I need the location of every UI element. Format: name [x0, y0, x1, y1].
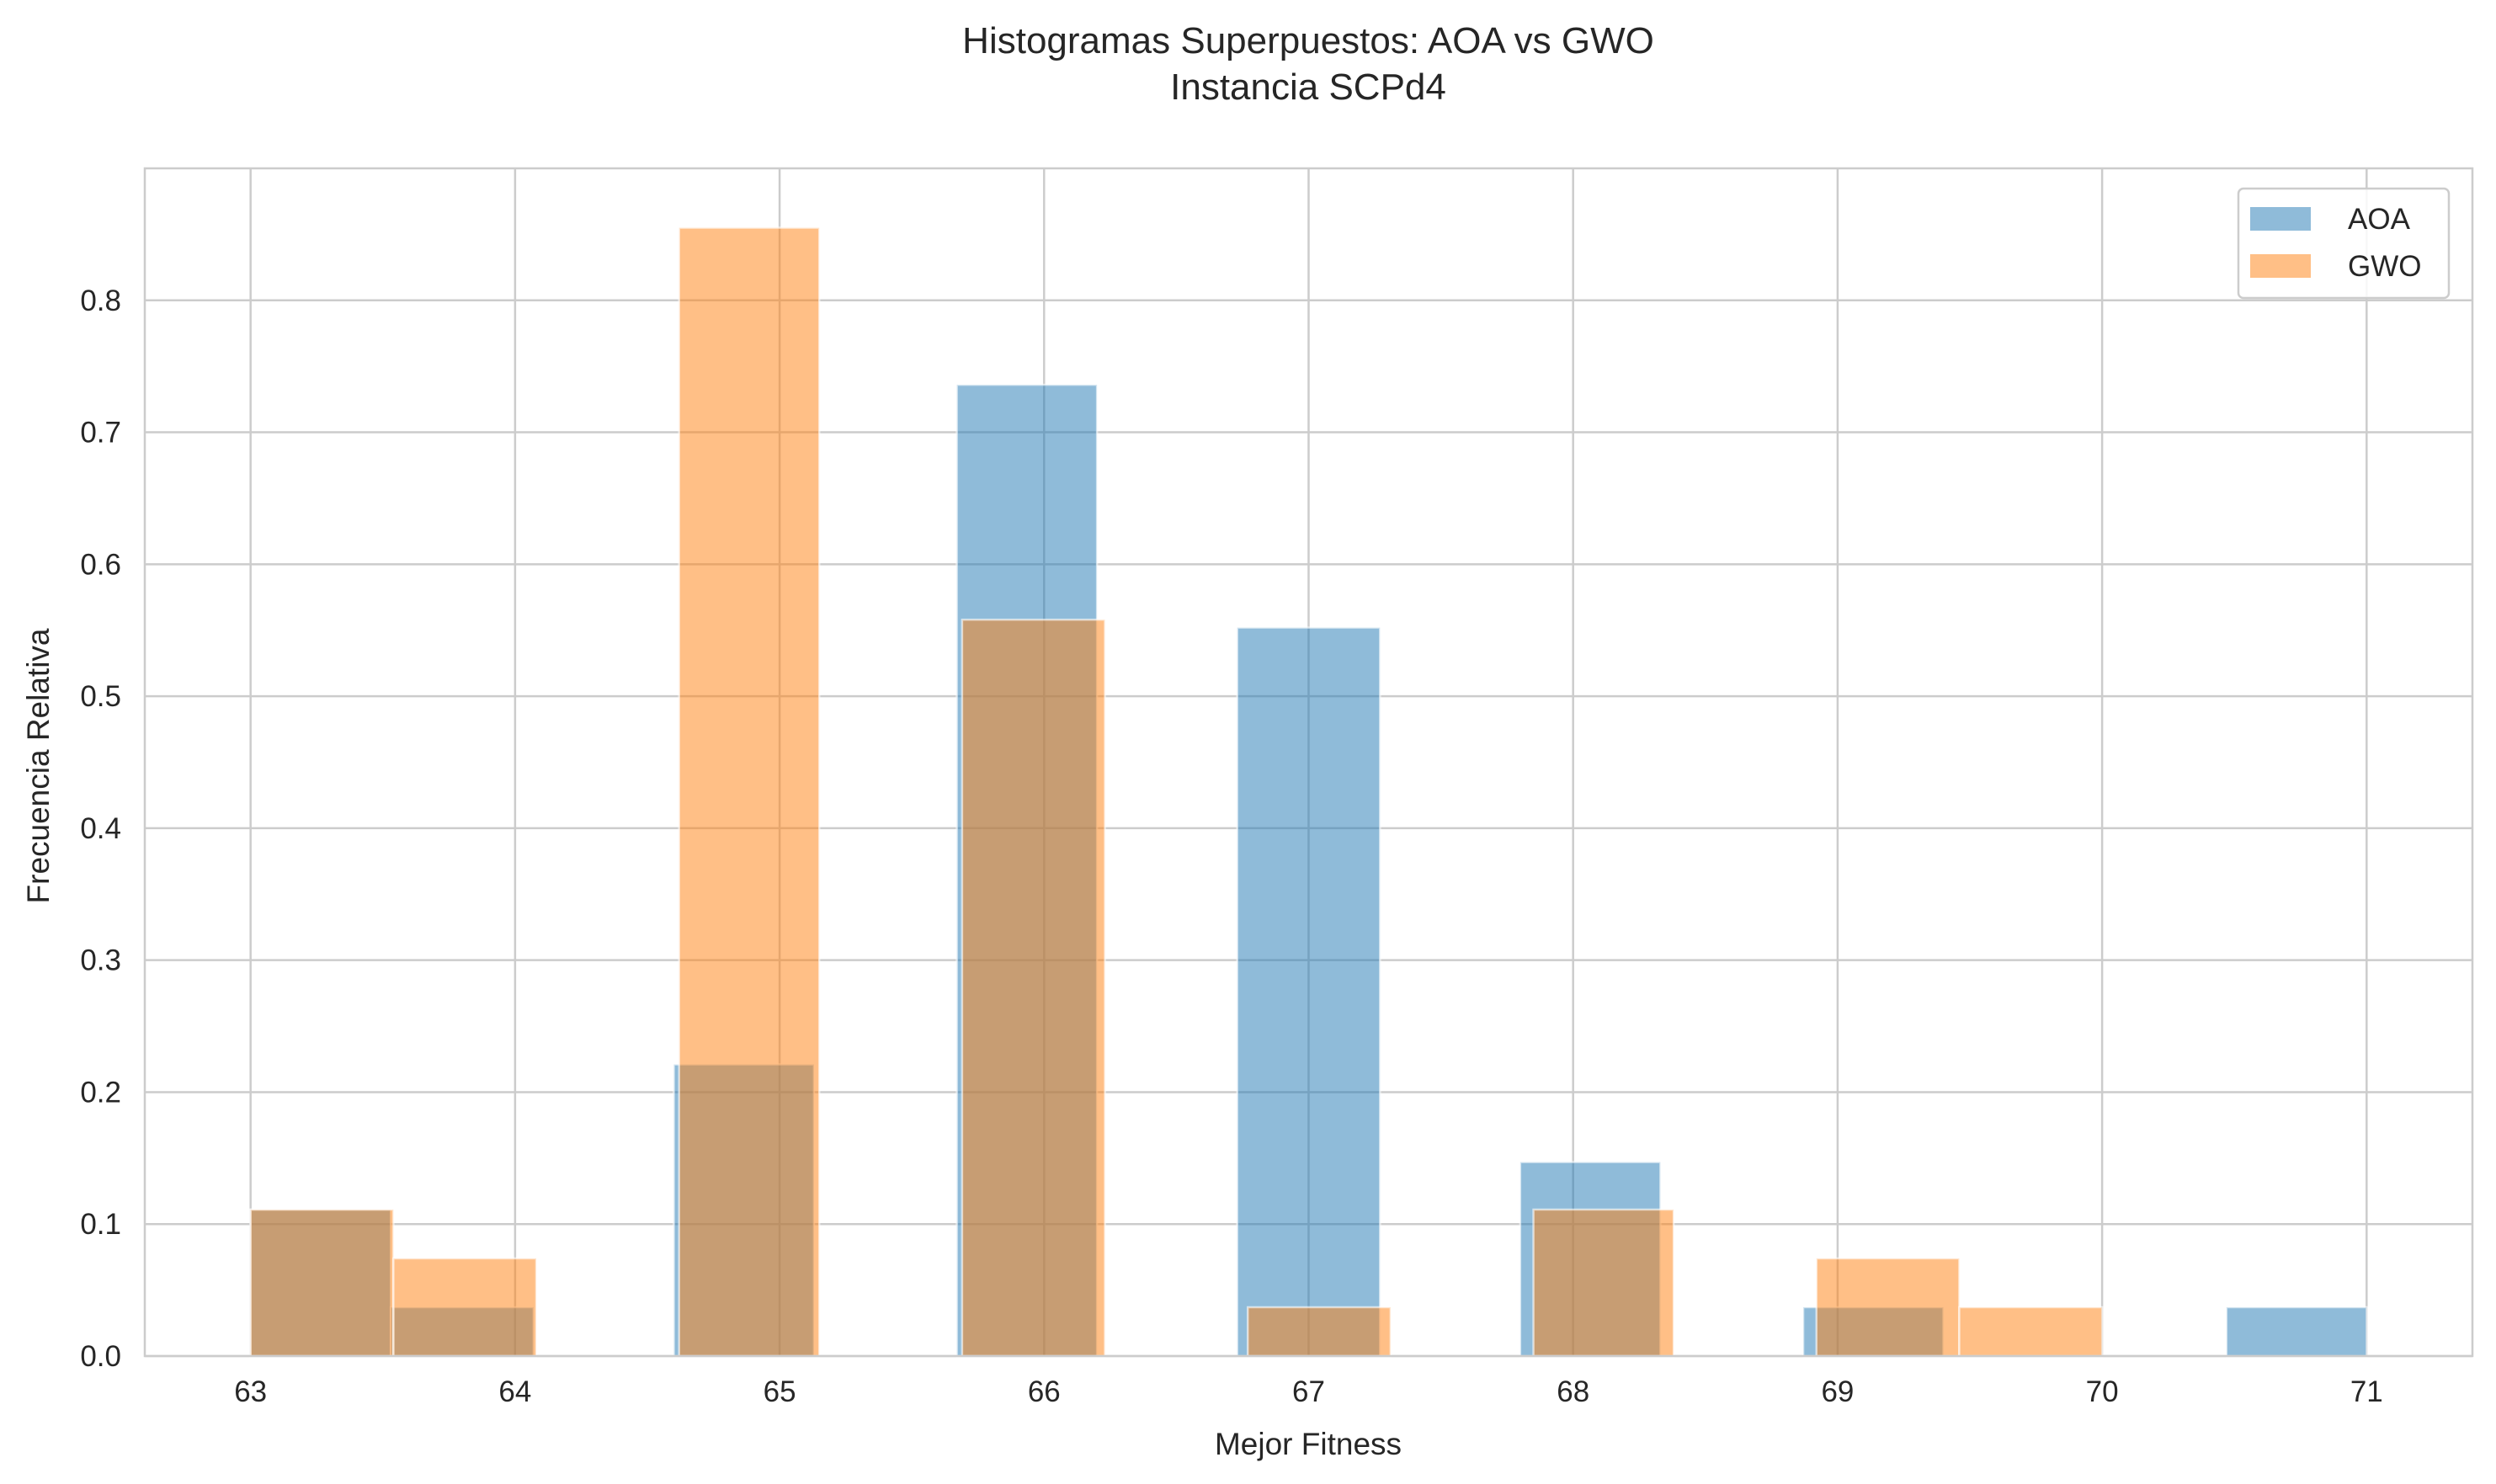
- bar-gwo: [249, 1208, 395, 1358]
- y-tick-label: 0.0: [80, 1340, 121, 1373]
- bar-aoa: [1236, 626, 1381, 1358]
- y-tick-label: 0.6: [80, 548, 121, 581]
- legend-swatch-aoa: [2250, 207, 2311, 231]
- plot-frame: [143, 167, 2474, 1358]
- x-tick-label: 65: [764, 1375, 796, 1408]
- x-tick-label: 71: [2350, 1375, 2383, 1408]
- bar-gwo: [1532, 1208, 1675, 1358]
- bar-gwo: [678, 226, 821, 1358]
- x-tick-label: 66: [1028, 1375, 1061, 1408]
- y-tick-label: 0.1: [80, 1208, 121, 1241]
- x-tick-label: 63: [234, 1375, 267, 1408]
- legend-swatch-gwo: [2250, 254, 2311, 278]
- legend-label-gwo: GWO: [2348, 250, 2421, 283]
- y-tick-label: 0.3: [80, 944, 121, 977]
- bar-gwo: [392, 1257, 538, 1358]
- x-tick-label: 69: [1821, 1375, 1854, 1408]
- chart-subtitle: Instancia SCPd4: [1170, 66, 1446, 108]
- histogram-bars: [249, 226, 2368, 1358]
- x-axis-label: Mejor Fitness: [1215, 1427, 1402, 1461]
- y-tick-label: 0.4: [80, 812, 121, 845]
- y-tick-label: 0.2: [80, 1076, 121, 1109]
- x-tick-label: 68: [1557, 1375, 1589, 1408]
- bar-gwo: [961, 618, 1106, 1358]
- x-tick-label: 64: [498, 1375, 531, 1408]
- y-tick-label: 0.8: [80, 285, 121, 317]
- x-tick-label: 67: [1292, 1375, 1325, 1408]
- y-axis-label: Frecuencia Relativa: [21, 628, 56, 903]
- y-tick-label: 0.5: [80, 680, 121, 713]
- legend: AOA GWO: [2237, 187, 2451, 300]
- y-tick-label: 0.7: [80, 417, 121, 449]
- legend-label-aoa: AOA: [2348, 203, 2411, 236]
- tick-labels: 63 64 65 66 67 68 69 70 71 0.0 0.1 0.2 0.3 0.4 0.5 0.6 0…: [80, 285, 2382, 1408]
- bar-gwo: [1815, 1257, 1961, 1358]
- plot-border: [143, 167, 2474, 1358]
- chart-title: Histogramas Superpuestos: AOA vs GWO: [962, 20, 1654, 61]
- bar-gwo: [1246, 1306, 1392, 1358]
- x-tick-label: 70: [2086, 1375, 2119, 1408]
- bar-aoa: [2225, 1306, 2368, 1358]
- bar-gwo: [1958, 1306, 2104, 1358]
